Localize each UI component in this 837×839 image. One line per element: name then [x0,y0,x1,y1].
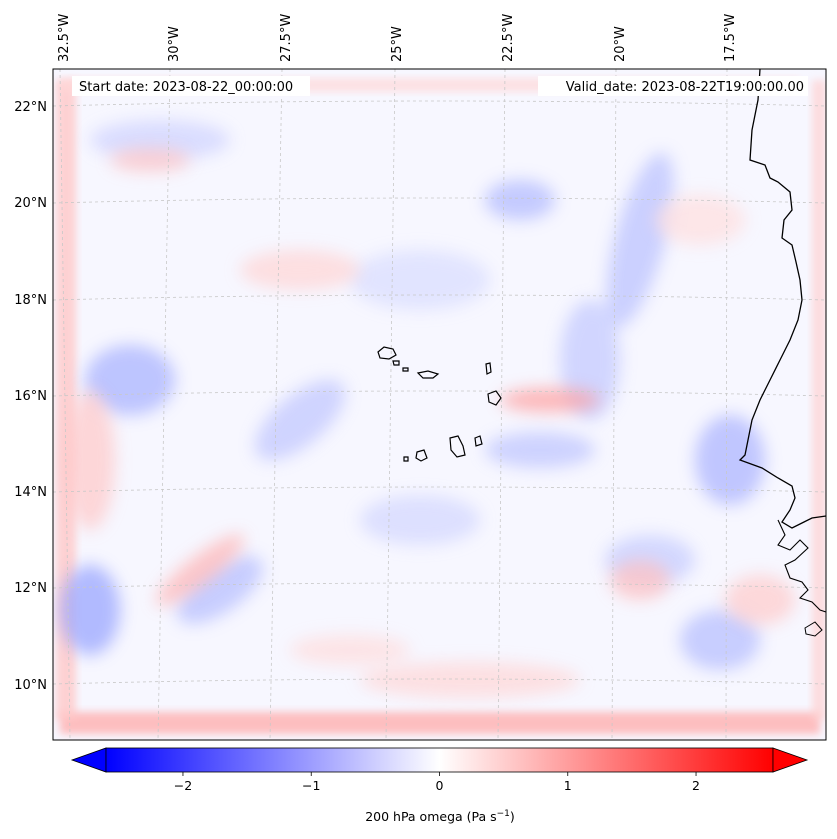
colorbar-extend-high [772,747,809,773]
lat-label: 14°N [14,485,47,500]
parallel-line [52,294,827,301]
lon-label: 22.5°W [501,14,516,62]
colorbar: −2 −1 0 1 2 200 hPa omega (Pa s−1) [70,747,809,824]
lon-label: 25°W [390,26,405,62]
field-blob [110,148,190,172]
parallel-line [52,582,827,589]
island-boa-vista [487,390,502,406]
meridian-line [725,68,728,741]
island-fogo [415,449,428,462]
field-blob [90,120,230,160]
gridlines [52,68,827,741]
island-santiago [449,435,466,458]
lat-tick-labels: 22°N 20°N 18°N 16°N 14°N 12°N 10°N [14,100,47,693]
meridian-line [497,68,506,741]
start-date-text: Start date: 2023-08-22_00:00:00 [79,80,293,95]
field-blob [680,610,760,670]
field-edge-right [812,80,826,720]
field-blob [65,390,115,530]
field-blob [655,195,745,245]
valid-date-text: Valid_date: 2023-08-22T19:00:00.00 [566,80,804,95]
field-edge-bottom [60,712,820,734]
parallel-line [52,486,827,493]
coastline-detail [777,519,827,613]
parallel-line [52,390,827,397]
island-santo-antao [377,346,397,360]
field-blob [725,575,795,625]
parallel-line [52,678,827,685]
field-blob [485,432,595,468]
lon-label: 30°W [167,26,182,62]
island-sal [485,362,492,375]
field-blob [485,180,555,220]
colorbar-ticks: −2 −1 0 1 2 [174,772,700,793]
colorbar-tick-label: −1 [302,778,320,793]
field-blob [610,560,670,600]
map-frame [52,68,827,741]
field-blob [254,379,346,461]
lat-label: 22°N [14,100,47,115]
lat-label: 12°N [14,581,47,596]
field-blob [606,152,674,328]
field-blob [695,415,765,505]
colorbar-tick-label: 0 [436,778,444,793]
start-date-box [72,76,310,96]
lon-label: 20°W [613,26,628,62]
lat-label: 10°N [14,678,47,693]
field-blob [500,388,600,412]
lat-label: 16°N [14,389,47,404]
lon-tick-labels: 32.5°W 30°W 27.5°W 25°W 22.5°W 20°W 17.5… [57,14,738,62]
parallel-line [52,197,827,204]
africa-coastline [738,68,827,529]
field-blob [290,635,410,665]
lon-label: 17.5°W [723,14,738,62]
lat-label: 20°N [14,196,47,211]
colorbar-tick-label: −2 [174,778,192,793]
field-edge-left [56,80,76,720]
lon-label: 32.5°W [57,14,72,62]
colorbar-tick-label: 2 [692,778,700,793]
field-blob [360,495,480,545]
island-brava [403,456,409,462]
valid-date-box [538,76,808,96]
meridian-line [157,68,171,741]
omega-field [56,78,826,734]
cabo-verde-islands [377,346,502,462]
meridian-line [385,68,396,741]
field-blob [240,250,360,290]
island-sao-nicolau [416,370,440,379]
map-panel: Start date: 2023-08-22_00:00:00 Valid_da… [52,68,827,741]
colorbar-label: 200 hPa omega (Pa s−1) [365,809,515,824]
lat-label: 18°N [14,293,47,308]
field-blob [350,250,490,310]
field-blob [155,534,245,606]
meridian-line [269,68,283,741]
lon-label: 27.5°W [279,14,294,62]
field-blob [360,662,580,698]
island-maio [474,435,483,447]
field-blob [177,556,263,624]
meridian-line [611,68,617,741]
coastline-detail [804,621,823,637]
island-sao-vicente [392,360,400,366]
field-blob [60,565,120,655]
colorbar-tick-label: 1 [564,778,572,793]
island-santa-luzia [402,367,409,372]
field-blob [85,345,175,415]
parallel-line [52,100,827,107]
colorbar-body [105,747,774,773]
colorbar-extend-low [70,747,107,773]
meridian-line [59,68,71,741]
